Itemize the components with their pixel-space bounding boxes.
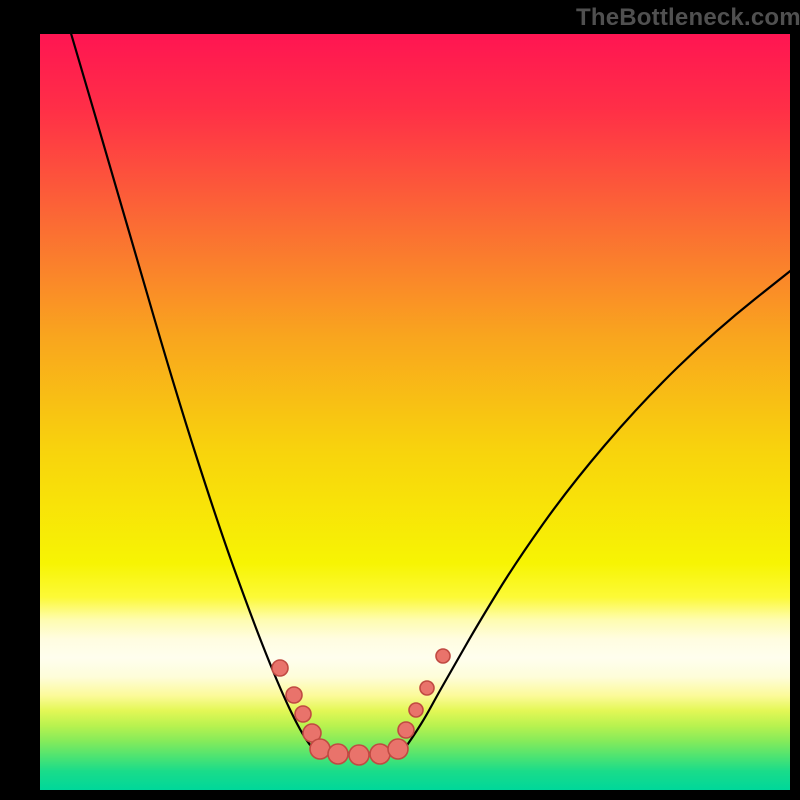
frame-right [790,0,800,800]
plot-svg [0,0,800,800]
frame-left [0,0,40,800]
marker-dot [436,649,450,663]
marker-dot [286,687,302,703]
marker-dot [328,744,348,764]
marker-dot [398,722,414,738]
marker-dot [420,681,434,695]
marker-dot [272,660,288,676]
marker-dot [349,745,369,765]
watermark-text: TheBottleneck.com [576,4,800,32]
marker-dot [310,739,330,759]
marker-dot [388,739,408,759]
marker-dot [295,706,311,722]
frame-bottom [0,790,800,800]
marker-dot [370,744,390,764]
marker-dot [409,703,423,717]
gradient-background [40,34,790,790]
chart-stage: TheBottleneck.com [0,0,800,800]
